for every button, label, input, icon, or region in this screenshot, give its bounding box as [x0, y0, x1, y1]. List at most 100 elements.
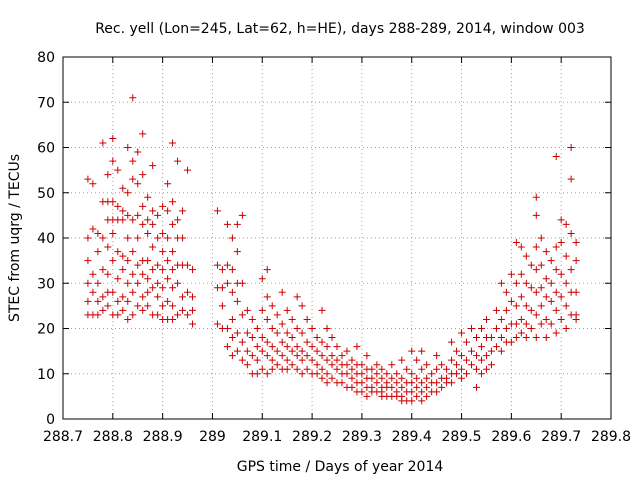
- data-point: [84, 279, 92, 287]
- data-point: [537, 320, 545, 328]
- data-point: [278, 320, 286, 328]
- data-point: [278, 352, 286, 360]
- data-point: [522, 320, 530, 328]
- data-point: [84, 257, 92, 265]
- data-point: [94, 248, 102, 256]
- data-point: [124, 297, 132, 305]
- data-point: [517, 270, 525, 278]
- data-point: [343, 347, 351, 355]
- data-point: [348, 356, 356, 364]
- data-point: [298, 329, 306, 337]
- data-point: [159, 202, 167, 210]
- data-point: [124, 234, 132, 242]
- data-point: [119, 306, 127, 314]
- data-point: [119, 266, 127, 274]
- data-point: [572, 315, 580, 323]
- data-point: [492, 306, 500, 314]
- data-point: [393, 379, 401, 387]
- data-point: [94, 297, 102, 305]
- data-point: [472, 352, 480, 360]
- data-point: [497, 347, 505, 355]
- data-point: [154, 311, 162, 319]
- data-point: [273, 347, 281, 355]
- data-point: [497, 279, 505, 287]
- data-point: [268, 356, 276, 364]
- data-point: [149, 220, 157, 228]
- data-point: [542, 334, 550, 342]
- data-point: [532, 211, 540, 219]
- data-point: [179, 306, 187, 314]
- data-point: [213, 207, 221, 215]
- data-point: [557, 216, 565, 224]
- data-point: [303, 352, 311, 360]
- data-point: [298, 370, 306, 378]
- data-point: [408, 379, 416, 387]
- data-point: [423, 383, 431, 391]
- data-point: [248, 334, 256, 342]
- data-point: [159, 284, 167, 292]
- data-point: [443, 365, 451, 373]
- data-point: [562, 325, 570, 332]
- data-point: [253, 370, 261, 378]
- data-point: [248, 315, 256, 323]
- data-point: [328, 374, 336, 382]
- data-point: [333, 356, 341, 364]
- data-point: [233, 347, 241, 355]
- data-point: [438, 383, 446, 391]
- data-point: [572, 288, 580, 296]
- data-point: [258, 347, 266, 355]
- data-point: [154, 293, 162, 301]
- data-point: [253, 343, 261, 351]
- data-point: [562, 302, 570, 310]
- data-point: [218, 284, 226, 292]
- data-point: [89, 180, 97, 188]
- data-point: [159, 266, 167, 274]
- axis-ticks: [62, 56, 612, 420]
- data-point: [472, 334, 480, 342]
- data-point: [468, 347, 476, 355]
- data-point: [99, 306, 107, 314]
- data-point: [318, 374, 326, 382]
- data-point: [124, 189, 132, 197]
- data-point: [512, 279, 520, 287]
- y-tick-label: 40: [37, 231, 55, 247]
- data-point: [99, 266, 107, 274]
- data-point: [388, 374, 396, 382]
- data-point: [497, 315, 505, 323]
- data-point: [458, 365, 466, 373]
- data-point: [388, 383, 396, 391]
- data-point: [383, 370, 391, 378]
- data-point: [557, 293, 565, 301]
- data-point: [517, 329, 525, 337]
- data-point: [124, 211, 132, 219]
- data-point: [433, 352, 441, 360]
- data-point: [109, 257, 117, 265]
- data-point: [418, 379, 426, 387]
- data-point: [119, 252, 127, 260]
- data-point: [109, 229, 117, 237]
- data-point: [298, 302, 306, 310]
- data-point: [408, 388, 416, 396]
- data-point: [134, 148, 142, 156]
- data-point: [129, 248, 137, 256]
- data-point: [527, 306, 535, 314]
- data-point: [119, 293, 127, 301]
- y-tick-label: 10: [37, 367, 55, 383]
- data-point: [223, 261, 231, 269]
- x-tick-labels: 288.7 288.8 288.9 289 289.1 289.2 289.3 289.4 28…: [43, 429, 631, 445]
- data-point: [343, 361, 351, 369]
- data-point: [218, 266, 226, 274]
- data-point: [557, 239, 565, 247]
- data-point: [258, 275, 266, 283]
- data-point: [328, 361, 336, 369]
- data-point: [223, 343, 231, 351]
- data-point: [253, 325, 261, 332]
- data-point: [532, 266, 540, 274]
- data-point: [144, 257, 152, 265]
- data-point: [567, 229, 575, 237]
- data-point: [308, 325, 316, 332]
- y-axis-label: STEC from uqrg / TECUs: [7, 154, 23, 322]
- data-point: [134, 234, 142, 242]
- data-point: [89, 270, 97, 278]
